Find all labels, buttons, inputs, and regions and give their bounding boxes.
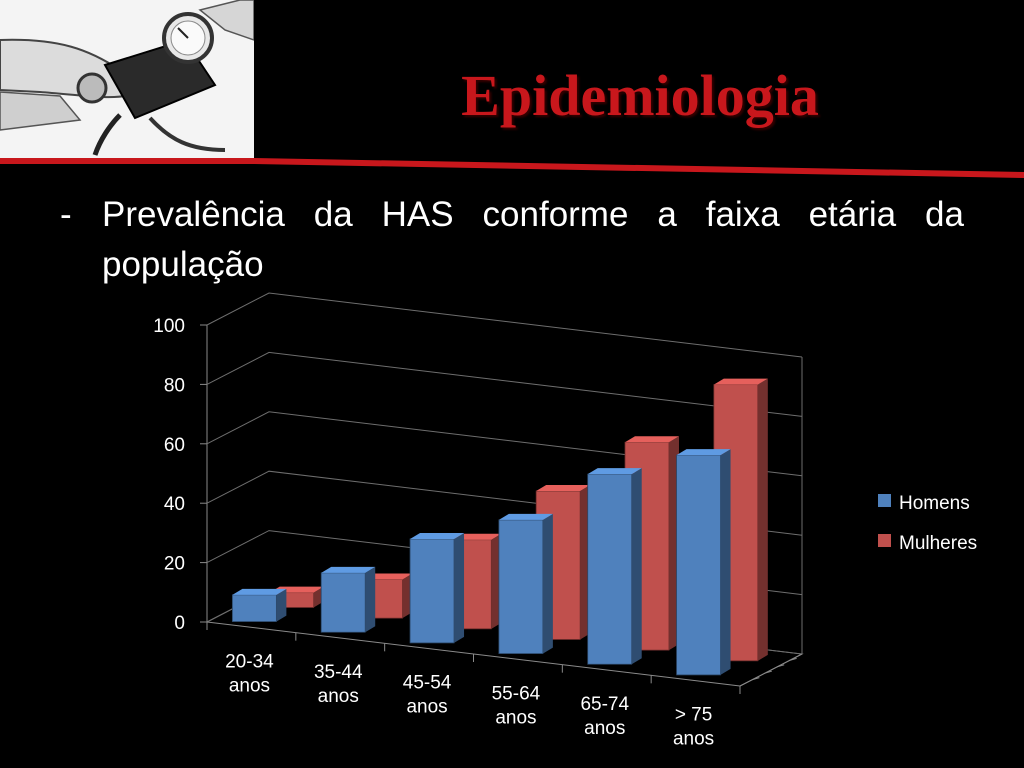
slide-title: Epidemiologia bbox=[461, 63, 819, 128]
y-axis-ticks: 0 20 40 60 80 100 bbox=[153, 316, 207, 634]
chart-legend: Homens Mulheres bbox=[878, 493, 977, 554]
bar-homens-top bbox=[587, 468, 642, 475]
bar-homens-front bbox=[320, 572, 366, 633]
bar-homens bbox=[587, 468, 642, 665]
gridline bbox=[206, 411, 803, 477]
bar-homens-side bbox=[365, 566, 376, 633]
y-tick-label: 80 bbox=[164, 375, 185, 396]
x-axis: 20-34 anos 35-44 anos 45-54 anos 55-64 anos 65-7… bbox=[206, 621, 803, 750]
bar-homens-front bbox=[587, 473, 633, 665]
bar-homens-front bbox=[409, 538, 455, 644]
legend-swatch-mulheres bbox=[878, 534, 891, 547]
bar-homens-top bbox=[232, 588, 287, 595]
x-category-label: anos bbox=[318, 686, 359, 707]
bar-homens-top bbox=[676, 449, 731, 456]
bar-homens-front bbox=[231, 594, 277, 622]
bar-mulheres bbox=[358, 573, 413, 619]
bar-mulheres-top bbox=[536, 484, 591, 491]
bar-homens-side bbox=[276, 588, 287, 622]
depth-tick-mark bbox=[764, 670, 772, 674]
x-category-label: > 75 bbox=[675, 705, 713, 726]
bar-homens-side bbox=[542, 513, 553, 654]
bullet-dash: - bbox=[60, 195, 72, 234]
bar-homens-front bbox=[676, 454, 721, 676]
chart-bars bbox=[231, 378, 768, 676]
x-category-label: 20-34 bbox=[225, 651, 274, 672]
y-tick-label: 40 bbox=[164, 494, 185, 515]
y-tick-label: 0 bbox=[174, 613, 185, 634]
bar-homens-side bbox=[454, 532, 465, 643]
x-category-label: 55-64 bbox=[492, 683, 541, 704]
x-category-label: anos bbox=[229, 675, 270, 696]
bar-mulheres-top bbox=[624, 436, 679, 443]
bar-mulheres-top bbox=[713, 378, 768, 385]
bar-homens-front bbox=[498, 519, 544, 654]
x-category-label: anos bbox=[584, 718, 625, 739]
bar-homens-top bbox=[321, 566, 376, 573]
bar-homens bbox=[409, 532, 465, 644]
y-tick-label: 100 bbox=[153, 316, 185, 337]
bar-homens bbox=[498, 513, 553, 654]
legend-label-mulheres: Mulheres bbox=[899, 533, 977, 554]
blood-pressure-photo bbox=[0, 0, 254, 158]
bar-homens-side bbox=[631, 468, 642, 665]
bar-homens bbox=[676, 449, 731, 676]
x-category-label: 65-74 bbox=[580, 694, 629, 715]
legend-label-homens: Homens bbox=[899, 493, 970, 514]
x-category-label: anos bbox=[495, 707, 536, 728]
bullet-text: Prevalência da HAS conforme a faixa etár… bbox=[102, 195, 964, 284]
depth-tick-mark bbox=[789, 657, 797, 661]
bar-homens-top bbox=[410, 532, 465, 539]
bar-homens bbox=[320, 566, 376, 633]
depth-tick-mark bbox=[752, 677, 760, 681]
bar-homens bbox=[231, 588, 287, 622]
bar-mulheres-side bbox=[757, 378, 768, 661]
y-tick-label: 20 bbox=[164, 554, 185, 575]
x-category-label: 35-44 bbox=[314, 662, 363, 683]
bar-homens-top bbox=[498, 513, 553, 520]
gridline bbox=[206, 351, 803, 417]
bar-homens-side bbox=[720, 449, 731, 675]
gridline bbox=[206, 292, 803, 358]
x-category-label: anos bbox=[673, 729, 714, 750]
y-tick-label: 60 bbox=[164, 435, 185, 456]
x-category-label: 45-54 bbox=[403, 673, 452, 694]
legend-swatch-homens bbox=[878, 494, 891, 507]
depth-tick-mark bbox=[777, 664, 785, 668]
x-category-label: anos bbox=[406, 697, 447, 718]
